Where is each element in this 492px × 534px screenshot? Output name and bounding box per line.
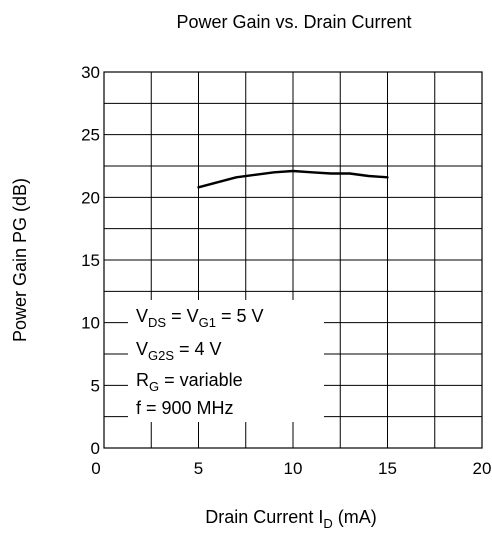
annotation-subscript: G1 (199, 315, 216, 330)
x-axis-label-subscript: D (323, 516, 332, 531)
x-tick-label: 20 (473, 459, 492, 478)
annotation-line: VG2S = 4 V (136, 339, 222, 363)
annotation-text: = V (166, 306, 199, 326)
annotation-text: f = 900 MHz (136, 398, 234, 418)
plot-frame (103, 71, 483, 449)
annotation-line: RG = variable (136, 370, 243, 394)
y-tick-label: 20 (81, 188, 100, 207)
tick-labels: 0 5 10 15 20 0 5 10 15 20 25 30 (81, 63, 491, 478)
annotation-line: f = 900 MHz (136, 398, 234, 418)
annotation-text: V (136, 339, 148, 359)
annotation-text: = 5 V (216, 306, 264, 326)
annotation-subscript: G2S (148, 348, 174, 363)
x-tick-label: 5 (194, 459, 203, 478)
series-line (197, 169, 389, 189)
y-tick-label: 5 (91, 376, 100, 395)
annotation-text: = variable (159, 370, 243, 390)
annotation-text: = 4 V (174, 339, 222, 359)
y-tick-label: 15 (81, 251, 100, 270)
y-tick-label: 0 (91, 439, 100, 458)
x-axis-label-text: (mA) (333, 507, 377, 527)
annotation-text: V (136, 306, 148, 326)
axis-labels: Power Gain vs. Drain Current Drain Curren… (10, 12, 412, 531)
annotation-text: R (136, 370, 149, 390)
annotation-background (128, 300, 324, 422)
x-tick-label: 15 (378, 459, 397, 478)
y-tick-label: 25 (81, 126, 100, 145)
chart-title: Power Gain vs. Drain Current (176, 12, 411, 32)
y-tick-label: 30 (81, 63, 100, 82)
annotation-subscript: G (149, 379, 159, 394)
annotation-subscript: DS (148, 315, 166, 330)
x-tick-label: 10 (284, 459, 303, 478)
y-tick-label: 10 (81, 314, 100, 333)
x-tick-label: 0 (91, 459, 100, 478)
plot-border (103, 71, 483, 449)
x-axis-label: Drain Current ID (mA) (205, 507, 376, 531)
x-axis-label-text: Drain Current I (205, 507, 323, 527)
annotation-line: VDS = VG1 = 5 V (136, 306, 263, 330)
data-series (197, 169, 389, 189)
y-axis-label: Power Gain PG (dB) (10, 178, 30, 342)
